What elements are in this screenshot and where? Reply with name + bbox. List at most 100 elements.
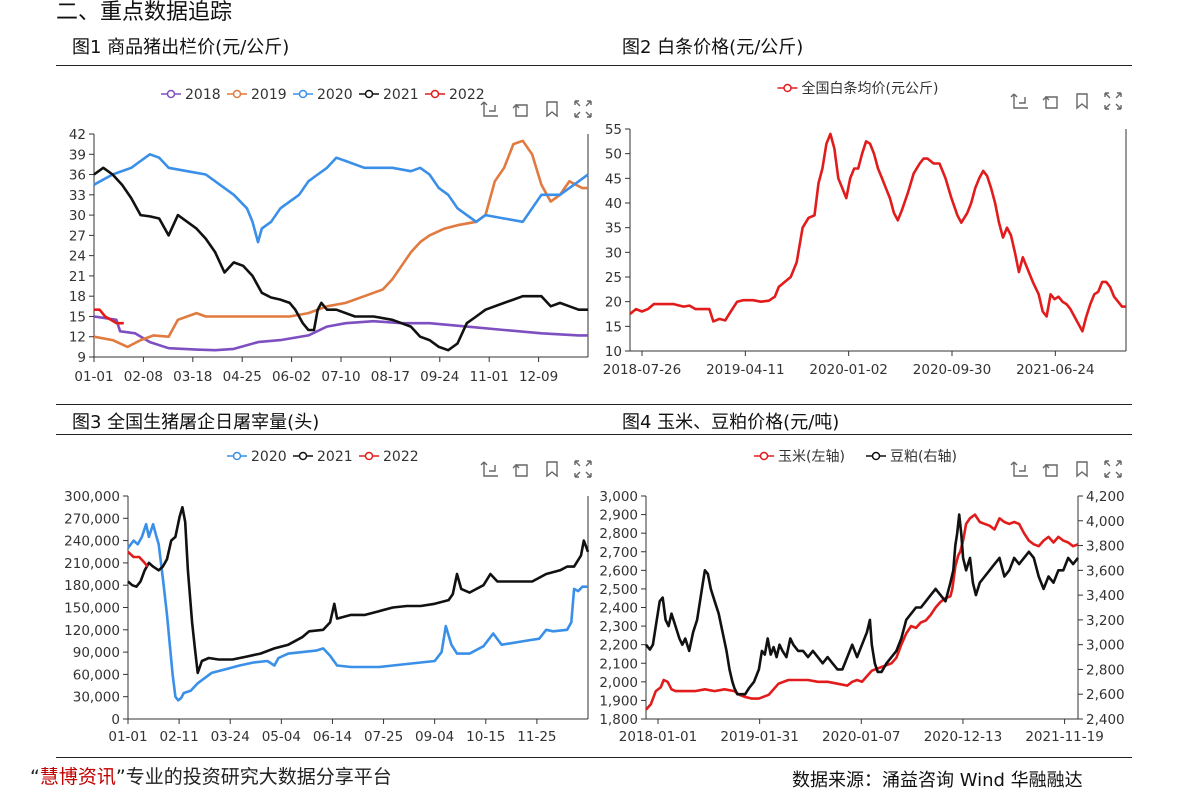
legend-label: 2021: [317, 449, 353, 465]
c1-y-tick-label: 33: [69, 188, 86, 204]
legend-label: 2020: [251, 449, 287, 465]
chart-hog-price: 9 12 15 18 21 24 27 30 33 36 39 42 01-01 02-08 03-18 04…: [69, 87, 592, 385]
c2-legend-item-0: 全国白条均价(元公斤): [777, 80, 938, 97]
c4-y2-tick-label: 4,200: [1086, 489, 1125, 505]
c1-legend-item-0: 2018: [161, 87, 221, 103]
c4-y-tick-label: 2,200: [599, 638, 638, 654]
c1-series-4: [94, 308, 124, 325]
rotate-icon[interactable]: [480, 461, 498, 477]
chart-carcass-price: 10 15 20 25 30 35 40 45 50 55 2018-07-26 2019-04-11…: [603, 80, 1127, 378]
c4-y-tick-label: 2,700: [599, 545, 638, 561]
chart-slaughter-volume: 0 30,000 60,000 90,000 120,000 150,000 180,000…: [64, 449, 592, 745]
legend-label: 2022: [383, 449, 419, 465]
c1-x-tick-label: 03-18: [173, 369, 212, 385]
c1-y-tick-label: 21: [69, 269, 86, 285]
bookmark-icon[interactable]: [546, 101, 558, 118]
mid-rule: [56, 404, 1132, 405]
rotate-icon[interactable]: [480, 101, 498, 117]
c1-y-tick-label: 12: [69, 330, 86, 346]
c1-y-tick-label: 30: [69, 208, 86, 224]
fullscreen-icon[interactable]: [574, 100, 592, 118]
c3-y-tick-label: 180,000: [64, 578, 120, 594]
legend-label: 2022: [449, 87, 485, 103]
c3-x-tick-label: 05-04: [262, 729, 301, 745]
c1-y-tick-label: 36: [69, 168, 86, 184]
c1-x-tick-label: 07-10: [321, 369, 360, 385]
top-rule: [56, 65, 1132, 66]
c2-x-tick-label: 2020-09-30: [913, 362, 991, 378]
c3-x-tick-label: 03-24: [211, 729, 250, 745]
c1-y-tick-label: 39: [69, 147, 86, 163]
c2-y-tick-label: 50: [605, 147, 622, 163]
bookmark-icon[interactable]: [1076, 93, 1088, 110]
c2-y-tick-label: 55: [605, 122, 622, 138]
c2-toolbar: [1010, 92, 1122, 110]
fullscreen-icon[interactable]: [1104, 460, 1122, 478]
data-source: 数据来源：涌益咨询 Wind 华融融达: [792, 770, 1083, 791]
c3-y-tick-label: 0: [111, 712, 120, 728]
legend-label: 豆粕(右轴): [890, 449, 957, 465]
restore-icon[interactable]: [512, 104, 528, 117]
c3-toolbar: [480, 460, 592, 478]
c3-y-tick-label: 210,000: [64, 556, 120, 572]
legend-marker: [871, 451, 881, 461]
legend-marker: [298, 451, 308, 461]
c1-series-1: [93, 139, 588, 349]
c3-y-tick-label: 240,000: [64, 534, 120, 550]
c4-x-tick-label: 2020-01-07: [822, 729, 900, 745]
legend-label: 玉米(左轴): [778, 449, 845, 465]
legend-label: 2019: [251, 87, 287, 103]
c1-legend-item-4: 2022: [425, 87, 485, 103]
c3-y-tick-label: 120,000: [64, 623, 120, 639]
c3-series-0: [126, 522, 588, 702]
c3-legend-item-2: 2022: [359, 449, 419, 465]
c1-series-0: [93, 315, 588, 352]
c2-x-tick-label: 2021-06-24: [1016, 362, 1094, 378]
bookmark-icon[interactable]: [546, 461, 558, 478]
c3-x-tick-label: 10-15: [466, 729, 505, 745]
c4-y2-tick-label: 2,400: [1086, 712, 1125, 728]
legend-marker: [232, 89, 242, 99]
c3-y-tick-label: 300,000: [64, 489, 120, 505]
c2-y-tick-label: 20: [605, 295, 622, 311]
rotate-icon[interactable]: [1010, 461, 1028, 477]
c4-y2-tick-label: 3,400: [1086, 588, 1125, 604]
c4-series-1: [644, 513, 1080, 696]
legend-label: 2021: [383, 87, 419, 103]
c4-y-tick-label: 2,900: [599, 508, 638, 524]
c4-x-tick-label: 2018-01-01: [619, 729, 697, 745]
legend-label: 2018: [185, 87, 221, 103]
c3-legend-item-0: 2020: [227, 449, 287, 465]
c1-x-tick-label: 04-25: [223, 369, 262, 385]
c3-y-tick-label: 30,000: [73, 690, 120, 706]
c3-y-tick-label: 60,000: [73, 667, 120, 683]
c4-y-tick-label: 1,800: [599, 712, 638, 728]
c4-y2-tick-label: 2,600: [1086, 687, 1125, 703]
c4-toolbar: [1010, 460, 1122, 478]
legend-marker: [298, 89, 308, 99]
c4-y2-tick-label: 3,600: [1086, 563, 1125, 579]
c4-legend-item-1: 豆粕(右轴): [866, 449, 957, 465]
c4-y-tick-label: 2,600: [599, 563, 638, 579]
rotate-icon[interactable]: [1010, 93, 1028, 109]
c1-x-tick-label: 11-01: [470, 369, 509, 385]
mid-rule-2: [56, 434, 1132, 435]
restore-icon[interactable]: [1042, 464, 1058, 477]
c4-y-tick-label: 2,100: [599, 656, 638, 672]
fullscreen-icon[interactable]: [1104, 92, 1122, 110]
fullscreen-icon[interactable]: [574, 460, 592, 478]
bookmark-icon[interactable]: [1076, 461, 1088, 478]
c4-y-tick-label: 1,900: [599, 693, 638, 709]
restore-icon[interactable]: [512, 464, 528, 477]
restore-icon[interactable]: [1042, 96, 1058, 109]
c3-series-1: [127, 505, 590, 675]
c2-y-tick-label: 30: [605, 245, 622, 261]
section-title: 二、重点数据追踪: [56, 0, 233, 25]
c1-y-tick-label: 27: [69, 228, 86, 244]
legend-marker: [430, 89, 440, 99]
c4-x-tick-label: 2021-11-19: [1025, 729, 1103, 745]
c1-series-2: [93, 153, 589, 244]
c3-y-tick-label: 150,000: [64, 601, 120, 617]
c4-y-tick-label: 2,800: [599, 526, 638, 542]
fig3-title: 图3 全国生猪屠企日屠宰量(头): [72, 412, 320, 433]
